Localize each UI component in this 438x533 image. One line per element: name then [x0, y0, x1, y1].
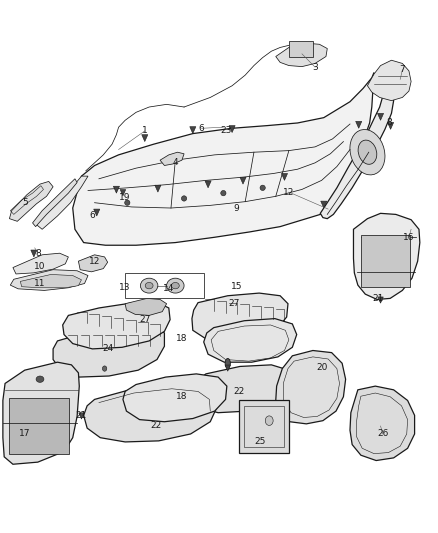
Text: 4: 4 — [173, 158, 178, 167]
Ellipse shape — [36, 376, 44, 382]
Polygon shape — [53, 325, 164, 377]
Text: 24: 24 — [102, 344, 113, 353]
Ellipse shape — [171, 282, 179, 289]
Polygon shape — [225, 365, 230, 371]
Polygon shape — [20, 274, 81, 288]
Polygon shape — [31, 250, 37, 257]
Text: 6: 6 — [199, 124, 205, 133]
Polygon shape — [378, 297, 383, 303]
Text: 18: 18 — [176, 392, 187, 401]
Polygon shape — [142, 135, 148, 142]
Polygon shape — [276, 43, 327, 67]
Text: 6: 6 — [89, 212, 95, 221]
Text: 1: 1 — [142, 126, 148, 135]
Polygon shape — [350, 386, 415, 461]
Text: 15: 15 — [231, 282, 242, 291]
Ellipse shape — [102, 366, 107, 371]
Text: 18: 18 — [176, 334, 187, 343]
Polygon shape — [240, 177, 246, 184]
Polygon shape — [120, 190, 126, 196]
Bar — [239, 400, 289, 453]
Polygon shape — [73, 72, 374, 245]
Text: 13: 13 — [120, 283, 131, 292]
Text: 16: 16 — [403, 233, 415, 242]
Text: 19: 19 — [120, 193, 131, 202]
Polygon shape — [10, 181, 53, 221]
Text: 21: 21 — [76, 411, 87, 420]
Polygon shape — [276, 351, 346, 424]
Bar — [125, 273, 204, 298]
Polygon shape — [35, 176, 88, 229]
Polygon shape — [11, 270, 88, 290]
Polygon shape — [378, 114, 384, 120]
Polygon shape — [63, 303, 170, 349]
Text: 27: 27 — [139, 315, 151, 324]
Text: 22: 22 — [150, 422, 161, 431]
Polygon shape — [356, 122, 362, 128]
Polygon shape — [13, 253, 68, 274]
Ellipse shape — [166, 278, 184, 293]
Polygon shape — [79, 413, 84, 419]
Ellipse shape — [145, 282, 153, 289]
Polygon shape — [190, 127, 196, 134]
Ellipse shape — [265, 416, 273, 425]
Text: 23: 23 — [220, 126, 231, 135]
Text: 10: 10 — [34, 262, 46, 271]
Bar — [289, 41, 313, 56]
Polygon shape — [204, 319, 297, 362]
Polygon shape — [78, 255, 108, 272]
Text: 11: 11 — [34, 279, 46, 288]
Polygon shape — [320, 85, 394, 219]
Text: 5: 5 — [22, 198, 28, 207]
Text: 17: 17 — [19, 430, 31, 439]
Polygon shape — [191, 365, 294, 413]
Polygon shape — [367, 60, 411, 101]
Text: 25: 25 — [255, 438, 266, 447]
Text: 3: 3 — [312, 63, 318, 71]
Ellipse shape — [125, 200, 130, 205]
Polygon shape — [84, 384, 217, 442]
Ellipse shape — [225, 359, 230, 368]
Polygon shape — [160, 152, 184, 165]
Polygon shape — [353, 213, 420, 300]
Ellipse shape — [141, 278, 158, 293]
Text: 8: 8 — [35, 249, 41, 258]
Text: 26: 26 — [377, 430, 389, 439]
Text: 12: 12 — [283, 188, 294, 197]
Polygon shape — [123, 374, 227, 422]
Polygon shape — [192, 293, 288, 340]
Text: 22: 22 — [233, 387, 244, 396]
Ellipse shape — [221, 190, 226, 196]
Bar — [244, 406, 284, 447]
Text: 20: 20 — [316, 363, 327, 372]
Polygon shape — [388, 123, 394, 130]
Text: 12: 12 — [89, 257, 100, 265]
Text: 8: 8 — [386, 118, 392, 127]
Polygon shape — [321, 201, 327, 208]
Polygon shape — [3, 362, 79, 464]
Polygon shape — [229, 126, 235, 133]
Text: 27: 27 — [229, 299, 240, 308]
Ellipse shape — [181, 196, 187, 201]
Polygon shape — [94, 209, 100, 216]
Ellipse shape — [358, 140, 377, 164]
Polygon shape — [32, 179, 77, 227]
Bar — [361, 235, 410, 287]
Ellipse shape — [350, 130, 385, 175]
Polygon shape — [205, 181, 211, 188]
Polygon shape — [113, 186, 120, 193]
Text: 9: 9 — [233, 204, 239, 213]
Bar — [9, 398, 69, 454]
Polygon shape — [282, 173, 288, 180]
Text: 14: 14 — [163, 284, 174, 293]
Text: 21: 21 — [373, 294, 384, 303]
Polygon shape — [155, 185, 161, 192]
Text: 7: 7 — [399, 66, 405, 74]
Polygon shape — [125, 298, 166, 316]
Ellipse shape — [260, 185, 265, 190]
